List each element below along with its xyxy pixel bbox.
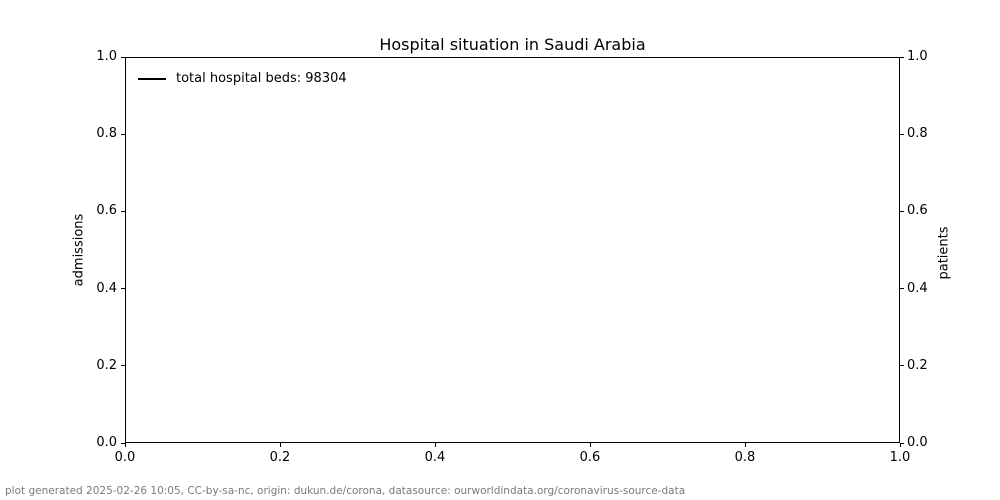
right-axis-label: patients [936,226,952,280]
y-tick-mark-left [121,288,125,290]
y-tick-label-left: 1.0 [96,49,117,64]
x-tick-label: 0.4 [424,450,446,465]
y-tick-mark-right [900,442,904,444]
y-tick-mark-left [121,210,125,212]
y-tick-label-right: 0.6 [907,203,928,219]
y-tick-mark-right [900,133,904,135]
y-tick-label-right: 0.2 [907,357,928,373]
y-tick-mark-left [121,365,125,367]
y-tick-mark-left [121,56,125,58]
y-tick-mark-right [900,365,904,367]
y-tick-label-left: 0.8 [96,126,117,142]
y-tick-label-right: 1.0 [907,49,928,64]
y-tick-mark-left [121,133,125,135]
legend-label: total hospital beds: 98304 [176,71,347,86]
x-tick-mark [899,443,901,447]
y-tick-label-left: 0.6 [96,203,117,219]
y-tick-mark-right [900,56,904,58]
y-tick-label-right: 0.8 [907,126,928,142]
x-tick-mark [434,443,436,447]
plot-area: total hospital beds: 98304 [125,57,900,443]
y-tick-mark-left [121,442,125,444]
y-tick-mark-right [900,288,904,290]
x-tick-mark [744,443,746,447]
legend: total hospital beds: 98304 [138,71,347,86]
x-tick-label: 0.2 [269,450,291,465]
legend-line-sample [138,77,166,80]
x-tick-mark [589,443,591,447]
y-tick-label-left: 0.2 [96,357,117,373]
x-tick-label: 0.6 [579,450,601,465]
y-tick-mark-right [900,210,904,212]
footer-note: plot generated 2025-02-26 10:05, CC-by-s… [5,485,686,497]
chart-title: Hospital situation in Saudi Arabia [379,35,646,54]
x-tick-label: 0.0 [114,450,136,465]
x-tick-label: 1.0 [889,450,911,465]
y-tick-label-right: 0.4 [907,280,928,296]
x-tick-mark [279,443,281,447]
y-tick-label-left: 0.0 [96,435,117,450]
left-axis-label: admissions [71,213,87,287]
x-tick-label: 0.8 [734,450,756,465]
x-tick-mark [124,443,126,447]
y-tick-label-right: 0.0 [907,435,928,450]
y-tick-label-left: 0.4 [96,280,117,296]
